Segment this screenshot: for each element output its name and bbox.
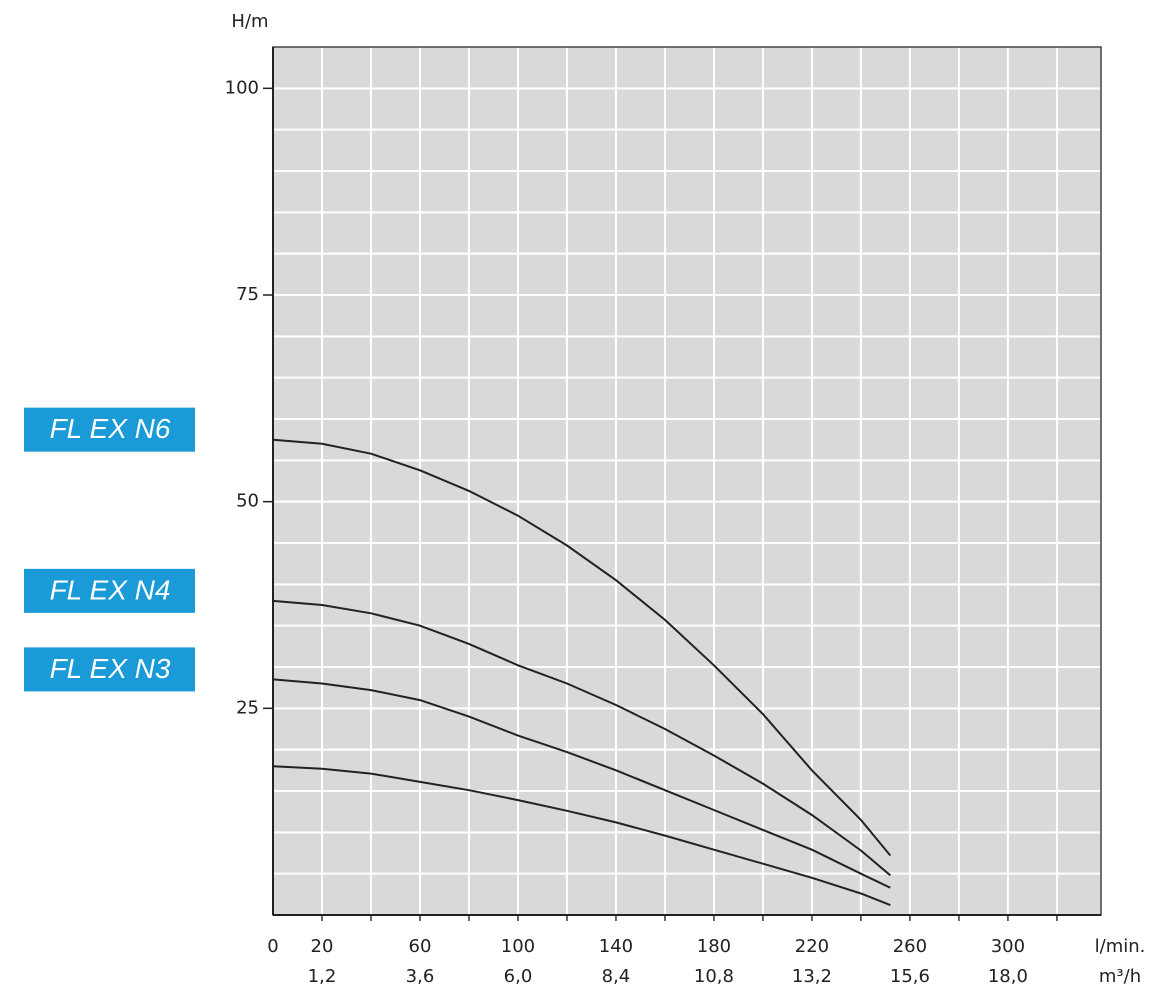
y-tick-label: 25 (236, 697, 259, 718)
y-axis-label: H/m (231, 11, 268, 32)
curve (272, 678, 891, 889)
series-label-box (24, 568, 195, 613)
x-axis-label: l/min. (1095, 936, 1146, 957)
x-tick-label: 260 (893, 936, 927, 957)
x-tick-label: 140 (599, 936, 633, 957)
x-tick-label: 300 (991, 936, 1025, 957)
series-label-box (24, 647, 195, 692)
x2-tick-label: 18,0 (988, 966, 1028, 987)
series-label: FL EX N3 (50, 653, 171, 684)
series-label: FL EX N6 (50, 413, 171, 444)
x-tick-label: 180 (697, 936, 731, 957)
x2-tick-label: 6,0 (504, 966, 533, 987)
x-tick-label: 60 (409, 936, 432, 957)
y-tick-label: 75 (236, 284, 259, 305)
x2-axis-label: m³/h (1099, 966, 1141, 987)
y-tick-label: 100 (225, 77, 259, 98)
x2-tick-label: 3,6 (406, 966, 435, 987)
x2-tick-label: 13,2 (792, 966, 832, 987)
series-label: FL EX N4 (50, 574, 171, 605)
curve (272, 765, 891, 907)
y-tick-label: 50 (236, 491, 259, 512)
curve (272, 599, 891, 877)
x2-tick-label: 15,6 (890, 966, 930, 987)
x2-tick-label: 1,2 (308, 966, 337, 987)
curve (272, 438, 892, 857)
x2-tick-label: 10,8 (694, 966, 734, 987)
x-tick-label: 100 (501, 936, 535, 957)
x-tick-label: 220 (795, 936, 829, 957)
x-tick-label: 20 (311, 936, 334, 957)
x2-tick-label: 8,4 (602, 966, 631, 987)
series-label-box (24, 407, 195, 452)
plot-area (273, 47, 1101, 915)
x-tick-label: 0 (267, 936, 278, 957)
